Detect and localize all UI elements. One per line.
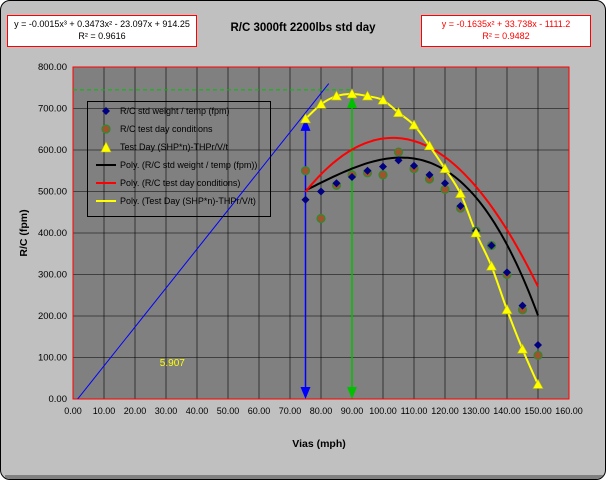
chart-title: R/C 3000ft 2200lbs std day [230, 22, 376, 34]
data-point-test-day [316, 213, 326, 224]
data-point-std-weight [394, 156, 403, 165]
data-point-std-weight [348, 172, 356, 181]
data-point-std-weight [425, 170, 434, 179]
x-axis-title: Vias (mph) [292, 438, 345, 450]
x-tick-label: 100.00 [369, 406, 397, 416]
data-point-shp-thpr [346, 88, 358, 99]
data-point-shp-thpr [485, 260, 498, 271]
reference-line-blue [77, 83, 330, 399]
x-tick-label: 60.00 [248, 406, 271, 416]
red-line-swatch-icon [96, 182, 116, 184]
legend-label: R/C std weight / temp (fpm) [120, 106, 230, 116]
data-point-shp-thpr [408, 119, 420, 130]
x-tick-label: 130.00 [462, 406, 490, 416]
data-point-shp-thpr [454, 187, 467, 198]
data-point-shp-thpr [423, 140, 436, 151]
data-point-std-weight [534, 341, 542, 350]
data-point-std-weight [487, 241, 496, 250]
data-point-std-weight [410, 161, 418, 170]
data-point-shp-thpr [470, 227, 482, 238]
legend: R/C std weight / temp (fpm) R/C test day… [87, 101, 271, 217]
data-point-shp-thpr [501, 304, 513, 315]
data-point-test-day [533, 350, 543, 361]
trendline-std-weight [305, 156, 539, 316]
x-tick-label: 110.00 [401, 406, 428, 416]
data-point-shp-thpr [315, 98, 327, 109]
data-point-test-day [300, 166, 311, 176]
x-tick-label: 160.00 [555, 406, 583, 416]
x-tick-label: 120.00 [431, 406, 459, 416]
y-tick-label: 300.00 [38, 270, 67, 281]
x-tick-label: 90.00 [341, 406, 364, 416]
triangle-marker-icon [100, 141, 112, 153]
legend-label: Test Day (SHP*n)-THPr/V/t [120, 142, 229, 152]
equation-right-line1: y = -0.1635x² + 33.738x - 1111.2 [441, 19, 571, 29]
data-point-shp-thpr [299, 113, 312, 124]
x-tick-label: 150.00 [524, 406, 552, 416]
y-tick-label: 700.00 [38, 104, 67, 115]
data-point-shp-thpr [532, 378, 544, 389]
yellow-line-swatch-icon [96, 200, 116, 202]
legend-label: Poly. (R/C std weight / temp (fpm)) [120, 160, 258, 170]
equation-right-line2: R² = 0.9482 [482, 31, 530, 41]
x-tick-label: 20.00 [124, 406, 147, 416]
circle-marker-icon [101, 124, 111, 134]
diamond-marker-icon [102, 107, 110, 115]
y-tick-label: 600.00 [38, 145, 67, 156]
x-tick-label: 30.00 [155, 406, 178, 416]
data-point-shp-thpr [439, 163, 451, 173]
y-tick-label: 800.00 [38, 62, 67, 73]
trendline-shp-thpr [304, 92, 539, 385]
data-point-shp-thpr [392, 107, 405, 117]
trendline-test-day [304, 136, 539, 288]
equation-box-left: y = -0.0015x³ + 0.3473x² - 23.097x + 914… [7, 15, 197, 47]
data-point-std-weight [518, 301, 527, 310]
data-point-shp-thpr [516, 343, 529, 354]
y-tick-label: 200.00 [38, 311, 67, 322]
y-tick-label: 100.00 [38, 353, 67, 364]
x-tick-label: 10.00 [93, 406, 116, 416]
data-point-shp-thpr [330, 90, 343, 101]
x-tick-label: 0.00 [64, 406, 82, 416]
data-point-std-weight [379, 162, 387, 171]
x-tick-label: 80.00 [310, 406, 333, 416]
data-point-shp-thpr [361, 90, 374, 101]
data-point-std-weight [301, 195, 310, 204]
data-point-std-weight [317, 187, 325, 196]
y-tick-label: 400.00 [38, 228, 67, 239]
data-point-shp-thpr [377, 94, 389, 105]
legend-label: Poly. (R/C test day conditions) [120, 178, 241, 188]
data-point-std-weight [503, 268, 511, 277]
x-tick-label: 140.00 [493, 406, 521, 416]
x-tick-label: 50.00 [217, 406, 240, 416]
y-tick-label: 500.00 [38, 187, 67, 198]
y-axis-title: R/C (fpm) [18, 209, 30, 256]
plot-border [72, 66, 570, 400]
data-point-test-day [378, 170, 388, 180]
data-point-std-weight [332, 179, 341, 188]
data-point-std-weight [441, 179, 449, 188]
data-point-std-weight [363, 166, 372, 175]
legend-label: R/C test day conditions [120, 124, 213, 134]
black-line-swatch-icon [96, 164, 116, 166]
y-tick-label: 0.00 [49, 394, 68, 405]
equation-box-right: y = -0.1635x² + 33.738x - 1111.2 R² = 0.… [421, 15, 591, 47]
equation-left-line1: y = -0.0015x³ + 0.3473x² - 23.097x + 914… [14, 19, 190, 29]
x-tick-label: 40.00 [186, 406, 209, 416]
annotation-label: 5.907 [160, 358, 185, 369]
legend-label: Poly. (Test Day (SHP*n)-THPr/V/t) [120, 196, 256, 206]
data-point-test-day [393, 147, 404, 157]
x-tick-label: 70.00 [279, 406, 302, 416]
data-point-std-weight [456, 202, 465, 211]
equation-left-line2: R² = 0.9616 [78, 31, 126, 41]
